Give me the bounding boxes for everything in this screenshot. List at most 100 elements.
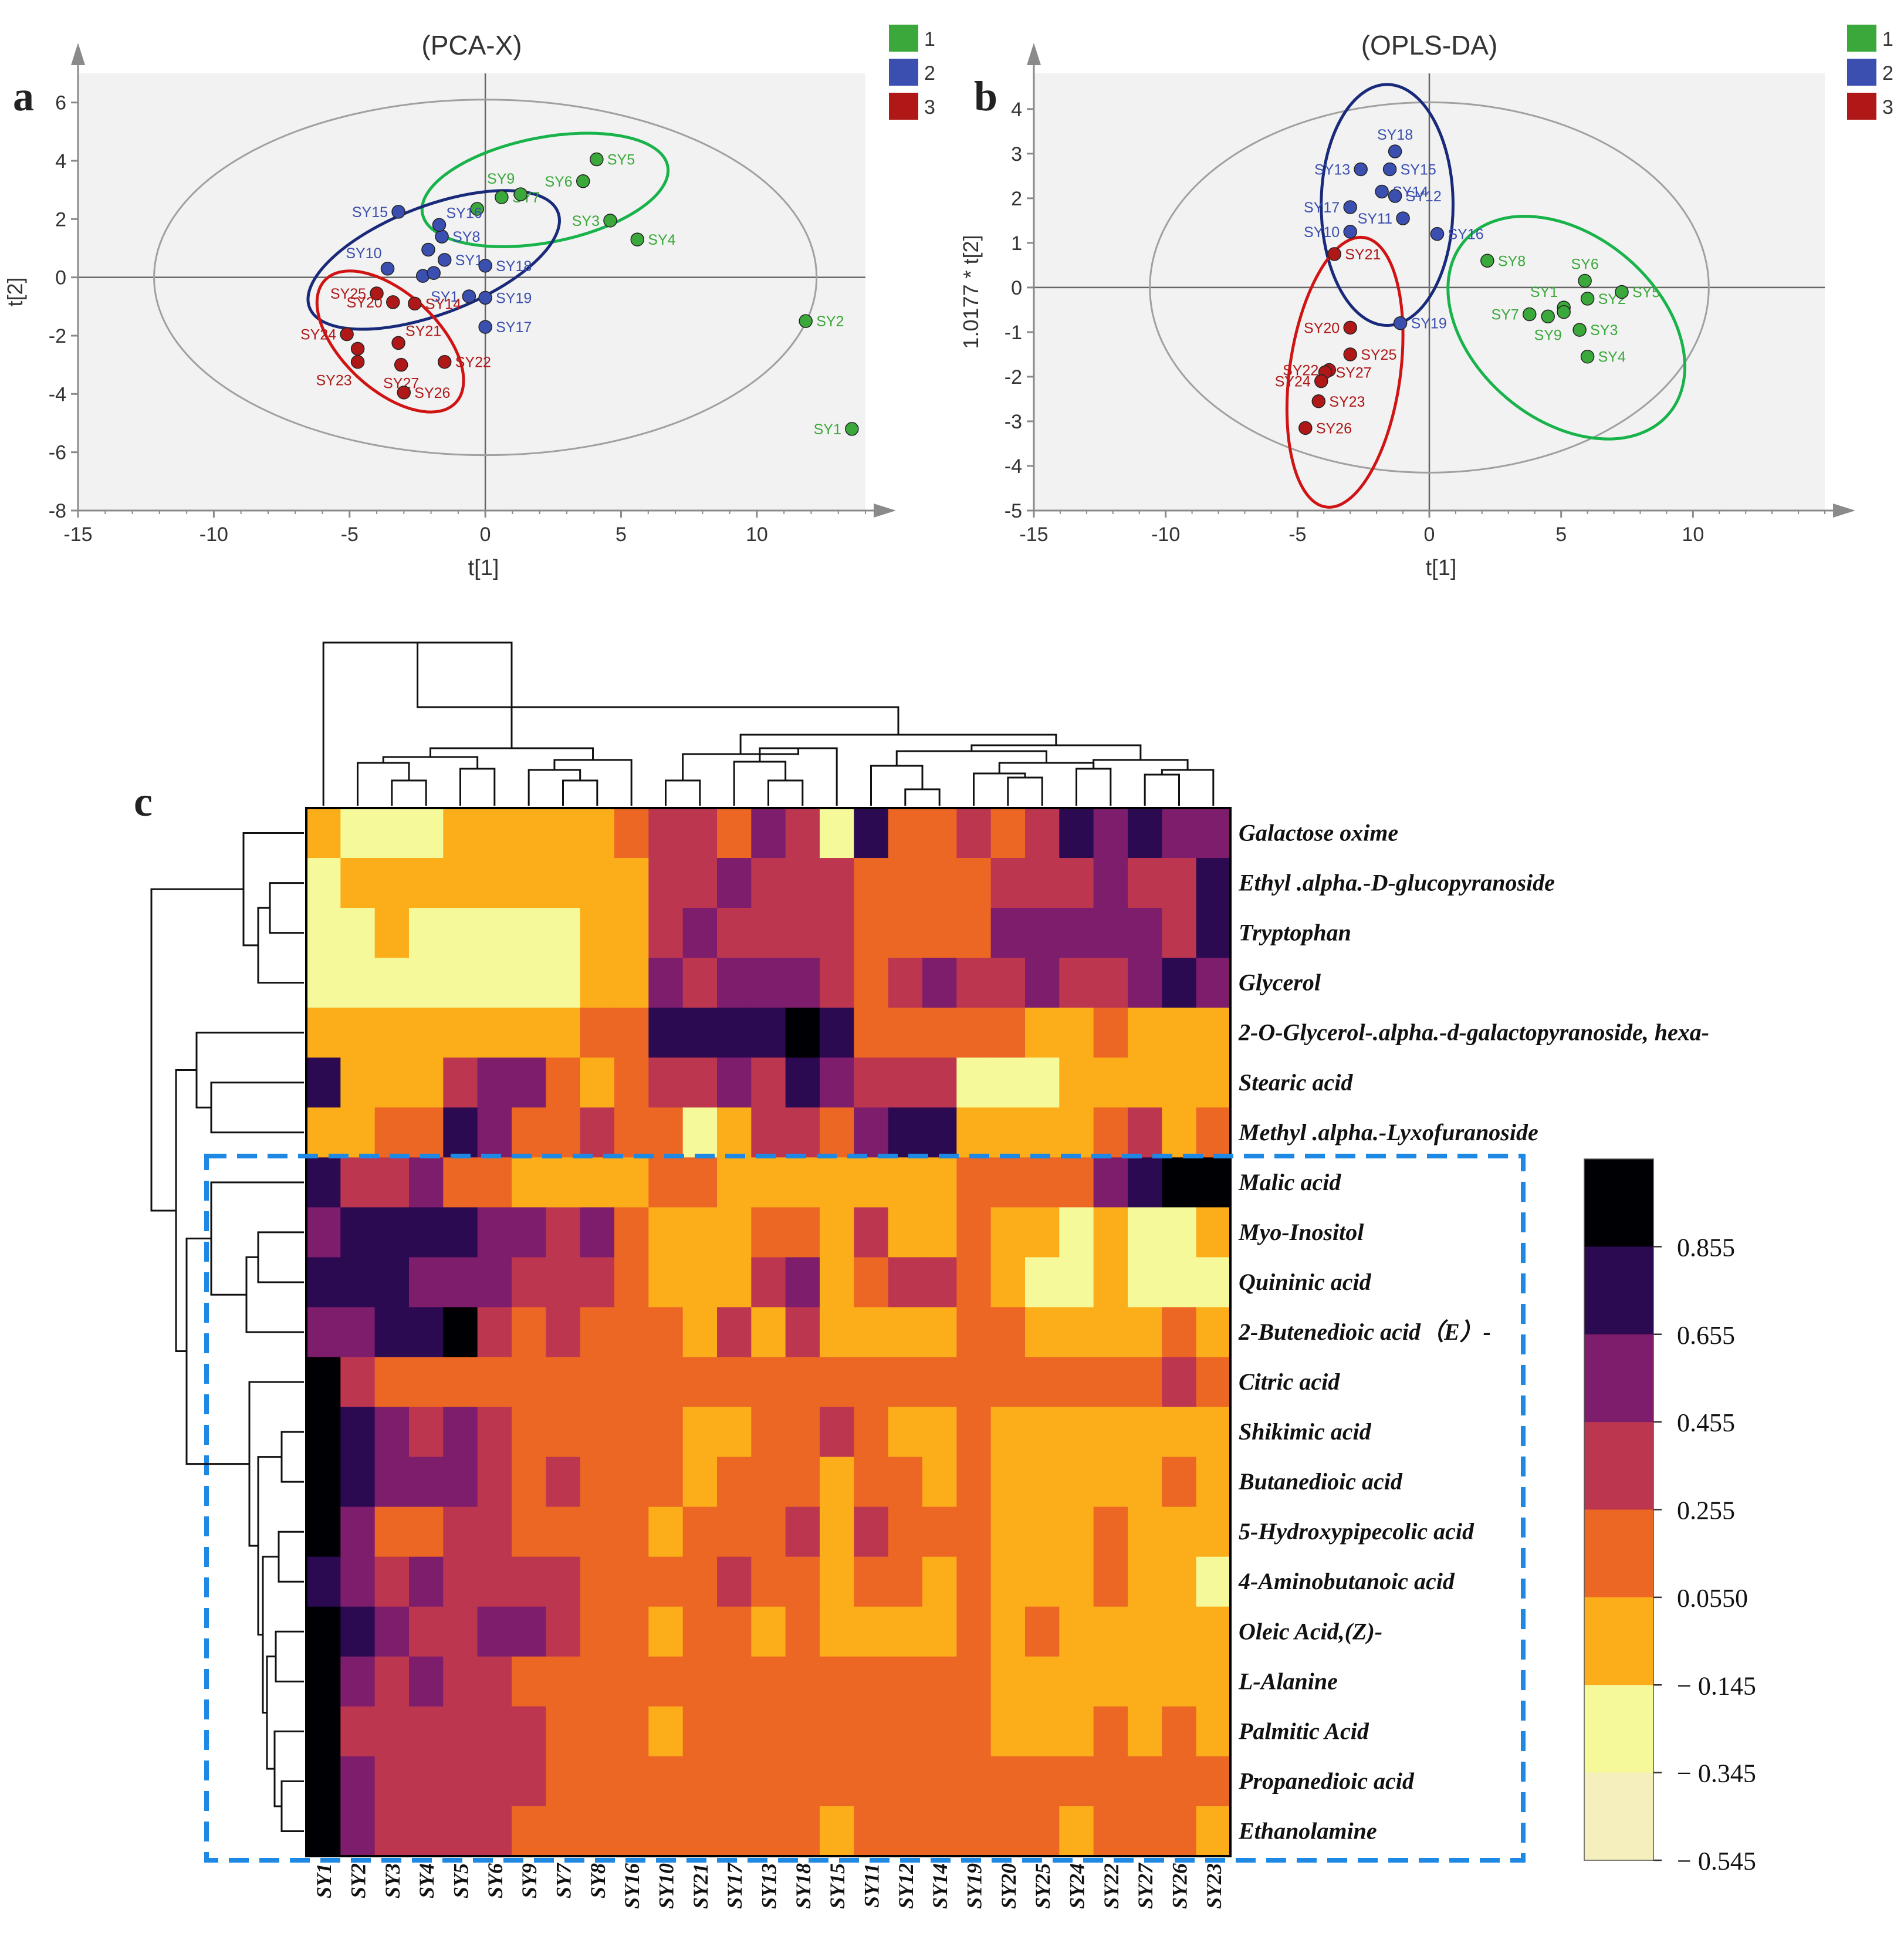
heat-cell <box>512 1357 547 1408</box>
y-tick-label: -8 <box>49 500 66 522</box>
heat-cell <box>888 1307 923 1358</box>
heat-cell <box>512 1606 547 1657</box>
heat-cell <box>1093 1057 1128 1109</box>
x-axis-label: t[1] <box>1426 556 1457 580</box>
heat-cell <box>888 1756 923 1807</box>
heat-cell <box>922 1257 958 1308</box>
panel-letter-a: a <box>13 73 34 120</box>
heat-cell <box>580 958 615 1008</box>
heat-cell <box>340 1107 376 1158</box>
heat-cell <box>443 1806 478 1857</box>
heat-cell <box>717 1257 752 1308</box>
row-label: 5-Hydroxypipecolic acid <box>1239 1518 1474 1545</box>
column-label: SY5 <box>449 1863 473 1898</box>
heat-cell <box>1128 1457 1163 1508</box>
heat-cell <box>956 1307 992 1358</box>
heat-cell <box>443 958 478 1008</box>
heat-cell <box>751 1107 786 1158</box>
sample-point <box>1298 421 1313 435</box>
sample-label: SY21 <box>1345 246 1381 263</box>
heat-cell <box>888 1506 923 1557</box>
heat-cell <box>785 1656 820 1707</box>
heatmap-frame <box>305 807 1232 1857</box>
heat-cell <box>1128 1307 1163 1358</box>
heat-cell <box>443 908 478 958</box>
heat-cell <box>1025 1157 1060 1208</box>
heat-cell <box>990 908 1026 958</box>
y-tick-label: -4 <box>49 383 66 406</box>
heat-cell <box>1025 1756 1060 1807</box>
column-label: SY24 <box>1066 1863 1089 1909</box>
heat-cell <box>648 1407 684 1458</box>
sample-point <box>630 232 645 246</box>
y-tick-label: -2 <box>1005 366 1022 388</box>
heat-cell <box>854 1257 889 1308</box>
heat-cell <box>1128 958 1163 1008</box>
heat-cell <box>374 1806 410 1857</box>
heat-cell <box>580 1606 615 1657</box>
heat-cell <box>682 1357 718 1408</box>
heat-cell <box>580 1806 615 1857</box>
heat-cell <box>614 1506 650 1557</box>
heat-cell <box>409 1806 444 1857</box>
row-dendrogram-link <box>245 1256 304 1333</box>
heat-cell <box>1059 808 1094 859</box>
sample-label: SY10 <box>1304 224 1340 241</box>
heat-cell <box>1196 1157 1231 1208</box>
heat-cell <box>990 1556 1026 1607</box>
heat-cell <box>1162 1706 1197 1757</box>
heat-cell <box>1162 1057 1197 1109</box>
heat-cell <box>374 1008 410 1059</box>
column-dendrogram-link <box>553 759 633 806</box>
heat-cell <box>1059 958 1094 1008</box>
column-dendrogram-link <box>417 643 899 735</box>
sample-label: SY18 <box>1377 127 1413 143</box>
heat-cell <box>785 808 820 859</box>
sample-point <box>437 354 452 369</box>
heat-cell <box>1162 858 1197 908</box>
heat-cell <box>374 1706 410 1757</box>
row-dendrogram-link <box>273 1730 304 1807</box>
sample-point <box>1343 320 1357 335</box>
heat-cell <box>1162 1257 1197 1308</box>
y-tick-label: -2 <box>49 325 66 347</box>
heat-cell <box>751 958 786 1008</box>
heat-cell <box>888 1556 923 1607</box>
heat-cell <box>854 1107 889 1158</box>
heat-cell <box>1093 858 1128 908</box>
heat-cell <box>751 908 786 958</box>
heat-cell <box>785 1008 820 1059</box>
heat-cell <box>443 1307 478 1358</box>
heat-cell <box>682 1407 718 1458</box>
heat-cell <box>888 1008 923 1059</box>
colorbar-tick-label: 0.655 <box>1677 1321 1735 1350</box>
heat-cell <box>888 1207 923 1258</box>
heat-cell <box>785 1257 820 1308</box>
row-dendrogram-link <box>242 832 304 947</box>
heat-cell <box>580 1407 615 1458</box>
sample-label: SY24 <box>300 327 336 343</box>
heat-cell <box>1196 808 1231 859</box>
heat-cell <box>785 1307 820 1358</box>
heat-cell <box>888 858 923 908</box>
heat-cell <box>888 1407 923 1458</box>
heat-cell <box>477 1207 512 1258</box>
heat-cell <box>1128 1806 1163 1857</box>
legend-label-group-2: 2 <box>924 62 935 85</box>
y-tick-label: -1 <box>1005 322 1022 344</box>
heat-cell <box>682 858 718 908</box>
heat-cell <box>717 1706 752 1757</box>
row-label: Propanedioic acid <box>1238 1768 1415 1794</box>
heat-cell <box>956 1157 992 1208</box>
heat-cell <box>1025 1357 1060 1408</box>
heat-cell <box>922 808 958 859</box>
heat-cell <box>1093 1407 1128 1458</box>
row-dendrogram-link <box>185 1238 249 1465</box>
legend-label-group-1: 1 <box>924 28 935 50</box>
heat-cell <box>409 1057 444 1109</box>
sample-label: SY22 <box>455 354 491 371</box>
heat-cell <box>1128 1008 1163 1059</box>
heat-cell <box>1162 1107 1197 1158</box>
sample-point <box>1382 162 1397 177</box>
heat-cell <box>751 1157 786 1208</box>
